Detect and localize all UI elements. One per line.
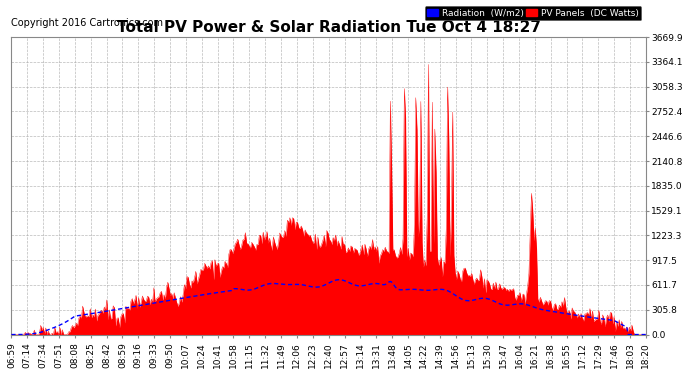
- Title: Total PV Power & Solar Radiation Tue Oct 4 18:27: Total PV Power & Solar Radiation Tue Oct…: [117, 20, 541, 34]
- Legend: Radiation  (W/m2), PV Panels  (DC Watts): Radiation (W/m2), PV Panels (DC Watts): [424, 6, 642, 20]
- Text: Copyright 2016 Cartronics.com: Copyright 2016 Cartronics.com: [12, 18, 164, 28]
